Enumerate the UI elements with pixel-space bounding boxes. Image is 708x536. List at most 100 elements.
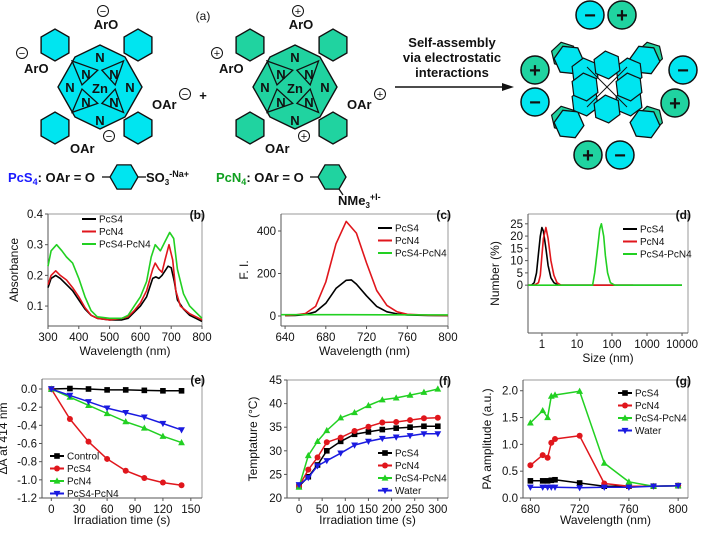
y-tick-label: -0.8: [17, 457, 37, 469]
benzo-ring: [235, 111, 265, 145]
data-point-marker: [365, 423, 372, 430]
nitrogen-atom-label: N: [95, 50, 104, 65]
x-tick-label: 10000: [666, 339, 698, 351]
data-point-marker: [544, 454, 551, 461]
data-point-marker: [351, 408, 358, 416]
pyrrole-ring: [70, 59, 99, 87]
x-tick-label: 200: [382, 504, 401, 516]
pcn4-formula: PcN4: OAr = O NMe3+I-: [216, 164, 381, 210]
series-pcs4: [528, 226, 682, 287]
legend-item: PcS4: [623, 225, 664, 236]
data-point-marker: [551, 484, 559, 491]
data-point-marker: [421, 423, 427, 430]
benzo-ring: [123, 111, 153, 145]
data-point-marker: [365, 401, 372, 409]
nitrogen-atom-label: N: [304, 95, 313, 110]
y-tick-label: 0.4: [27, 209, 44, 221]
subscript: 3: [365, 201, 370, 210]
series-line: [528, 226, 634, 287]
legend-item: Control: [50, 452, 99, 463]
legend-item: PcN4: [50, 477, 92, 488]
legend-item: PcS4-PcN4: [50, 489, 119, 500]
y-tick-label: 35: [269, 422, 282, 434]
series-line: [530, 484, 679, 489]
x-tick-label: 0: [48, 504, 54, 516]
legend-label: PcN4: [395, 236, 420, 247]
assembly-illustration: − ++−−++ −: [520, 0, 698, 170]
data-point-marker: [600, 459, 608, 466]
x-tick-label: 100: [602, 339, 621, 351]
nitrogen-atom-label: N: [125, 80, 134, 95]
legend-item: PcN4: [618, 401, 660, 412]
data-point-marker: [85, 438, 92, 445]
data-point-marker: [323, 458, 331, 465]
data-point-marker: [527, 462, 534, 469]
ammonium-group: NMe3+I-: [338, 192, 381, 210]
x-tick-label: 800: [669, 504, 688, 516]
y-axis-label: Number (%): [488, 241, 502, 306]
data-point-marker: [622, 402, 628, 409]
charge-sign: +: [529, 60, 541, 82]
positive-charge-icon: [298, 130, 310, 142]
pcs4-unit: [629, 109, 661, 139]
data-point-marker: [295, 482, 303, 489]
chart-panel-b: 300 400 500 600 700 800 0.1 0.2 0.3 0.4 Wavelength…: [7, 208, 212, 358]
pcs4-definition: : OAr = O: [38, 170, 95, 185]
data-point-marker: [539, 452, 546, 459]
y-tick-label: -0.6: [17, 438, 37, 450]
y-tick-label: -0.2: [17, 402, 37, 414]
y-tick-label: 30: [269, 446, 282, 458]
data-point-marker: [420, 388, 428, 395]
data-point-marker: [337, 414, 345, 421]
legend-label: PcN4: [640, 237, 665, 248]
data-point-marker: [305, 466, 312, 473]
data-point-marker: [379, 426, 386, 433]
pyrrole-ring: [100, 87, 125, 114]
y-tick-label: -0.4: [17, 420, 37, 432]
charge-sign: +: [301, 131, 307, 143]
data-point-marker: [552, 436, 559, 442]
phenyl-ring: [317, 164, 347, 190]
data-point-marker: [544, 413, 552, 421]
y-tick-label: 0.1: [27, 301, 43, 313]
subscript: 3: [165, 178, 170, 187]
panel-label-c: (c): [436, 208, 451, 222]
data-point-marker: [381, 487, 389, 495]
series-line: [50, 388, 182, 444]
data-point-marker: [66, 415, 73, 422]
legend-label: PcS4-PcN4: [99, 240, 151, 251]
data-point-marker: [622, 390, 628, 396]
data-point-marker: [337, 450, 345, 457]
panel-label-b: (b): [190, 208, 205, 222]
x-tick-label: 30: [73, 504, 86, 516]
y-tick-label: 0: [270, 311, 276, 323]
charge-sign: +: [582, 145, 594, 167]
legend-item: PcS4-PcN4: [623, 250, 692, 261]
charts: 300 400 500 600 700 8000.10.20.30.4Wavelength…: [0, 208, 698, 527]
counter-ion: -Na+: [169, 169, 189, 179]
series-line: [47, 231, 203, 320]
series-control: [48, 385, 185, 394]
data-point-marker: [539, 478, 546, 484]
charge-sign: −: [19, 48, 25, 60]
data-point-marker: [382, 450, 388, 456]
legend-item: Water: [378, 486, 422, 497]
data-point-marker: [539, 484, 547, 491]
data-point-marker: [160, 388, 166, 394]
substituent-label: OAr: [70, 141, 95, 156]
benzo-ring: [235, 28, 265, 62]
x-tick-label: 800: [438, 332, 457, 344]
charge-sign: +: [616, 5, 628, 27]
charge-sign: +: [295, 6, 301, 18]
x-tick-label: 300: [38, 332, 57, 344]
data-point-marker: [178, 482, 185, 489]
y-tick-label: 200: [257, 269, 276, 281]
x-axis-label: Irradiation time (s): [74, 513, 171, 527]
series-pcs4-pcn4: [528, 223, 682, 287]
negative-charge-icon: [668, 55, 698, 85]
data-point-marker: [434, 385, 442, 392]
x-axis-label: Wavelength (nm): [560, 513, 651, 527]
charge-sign: −: [614, 145, 626, 167]
